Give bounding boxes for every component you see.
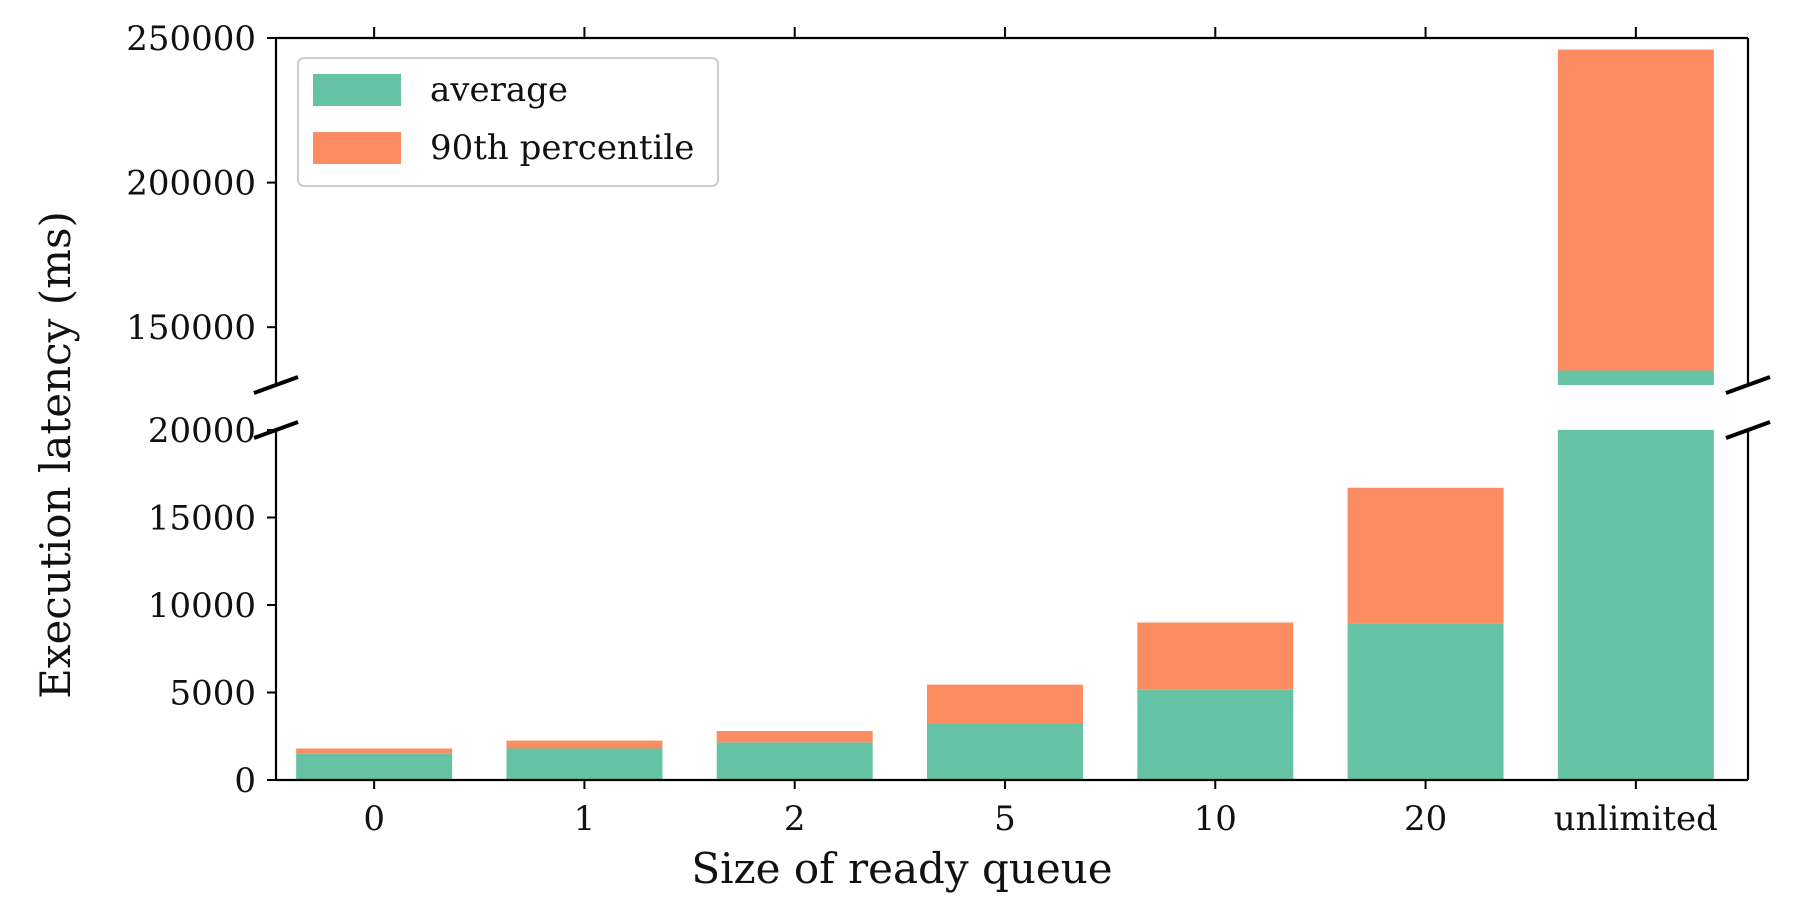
legend-label: average xyxy=(430,70,568,110)
bar-90th-percentile-10 xyxy=(1137,622,1294,690)
x-tick-label: 5 xyxy=(994,799,1016,839)
x-tick-label: 1 xyxy=(574,799,596,839)
x-tick-label: 10 xyxy=(1194,799,1237,839)
y-tick-label: 10000 xyxy=(148,586,256,626)
upper-panel-bars xyxy=(1557,49,1714,385)
y-tick-label: 0 xyxy=(234,761,256,801)
y-tick-label: 150000 xyxy=(126,308,256,348)
y-tick-label: 20000 xyxy=(148,411,256,451)
legend-box xyxy=(297,57,719,187)
legend-label: 90th percentile xyxy=(430,128,694,168)
bar-90th-percentile-20 xyxy=(1347,487,1504,624)
x-tick-label: unlimited xyxy=(1554,799,1718,839)
x-axis-label: Size of ready queue xyxy=(691,844,1112,893)
axis-break-mark xyxy=(1725,420,1771,440)
x-tick-label: 2 xyxy=(784,799,806,839)
bar-90th-percentile-0 xyxy=(296,748,453,754)
legend: average 90th percentile xyxy=(297,57,719,187)
legend-swatch xyxy=(313,132,401,164)
bar-90th-percentile-5 xyxy=(927,684,1083,724)
bar-average-unlimited xyxy=(1557,430,1714,780)
ticks: 0 5000 10000 15000 20000 150000 200000 250000 0 1… xyxy=(126,19,1718,839)
bar-90th-percentile-2 xyxy=(716,731,873,743)
x-tick-label: 0 xyxy=(363,799,385,839)
lower-panel-bars xyxy=(296,430,1714,780)
bar-average-unlimited-upper xyxy=(1557,370,1714,385)
bar-average-20 xyxy=(1347,623,1504,780)
y-axis-label: Execution latency (ms) xyxy=(31,211,80,699)
bar-average-10 xyxy=(1137,689,1294,780)
axes xyxy=(253,36,1771,782)
bar-average-5 xyxy=(927,723,1083,780)
y-tick-label: 5000 xyxy=(169,674,256,714)
y-tick-label: 250000 xyxy=(126,19,256,59)
legend-swatch xyxy=(313,74,401,106)
y-tick-label: 15000 xyxy=(148,499,256,539)
x-tick-label: 20 xyxy=(1404,799,1447,839)
bar-average-0 xyxy=(296,753,453,780)
bar-average-1 xyxy=(506,748,663,780)
axis-break-mark xyxy=(1725,375,1771,395)
bar-90th-percentile-unlimited-upper xyxy=(1557,49,1714,371)
axis-break-mark xyxy=(253,375,299,395)
bar-average-2 xyxy=(716,742,873,780)
y-tick-label: 200000 xyxy=(126,164,256,204)
bar-90th-percentile-1 xyxy=(506,740,663,749)
